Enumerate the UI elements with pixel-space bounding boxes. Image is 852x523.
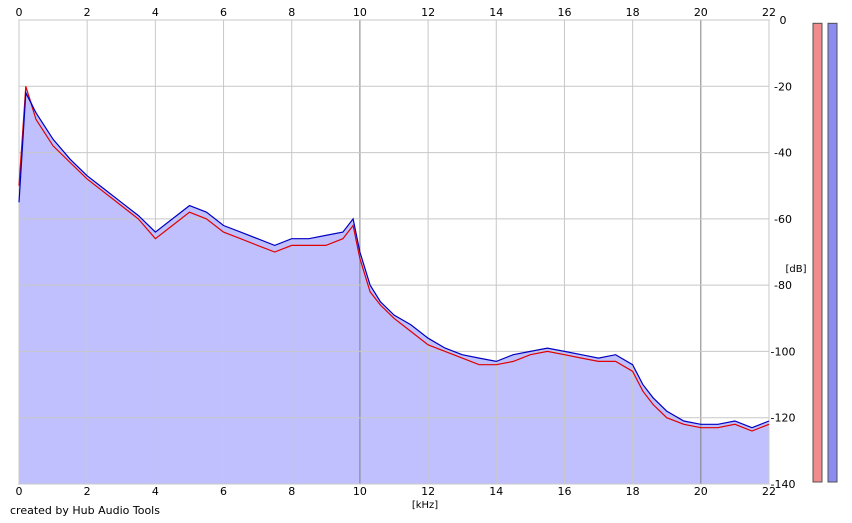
x-tick-label-top: 18 (626, 6, 640, 19)
left-level-meter (812, 22, 823, 483)
x-tick-label: 22 (762, 485, 776, 498)
left-channel-line (18, 86, 770, 432)
x-tick-label-top: 6 (220, 6, 227, 19)
x-tick-label: 14 (489, 485, 503, 498)
y-tick-label: -20 (774, 80, 792, 93)
credit-text: created by Hub Audio Tools (10, 504, 160, 517)
x-tick-label: 20 (694, 485, 708, 498)
y-tick-label: -60 (774, 213, 792, 226)
x-tick-label: 8 (288, 485, 295, 498)
x-tick-label: 12 (421, 485, 435, 498)
x-tick-label-top: 0 (16, 6, 23, 19)
right-level-meter (827, 22, 838, 483)
right-channel-line (18, 90, 770, 429)
x-tick-label: 6 (220, 485, 227, 498)
x-tick-label: 2 (84, 485, 91, 498)
x-tick-label-top: 8 (288, 6, 295, 19)
y-axis-label: [dB] (785, 264, 806, 275)
x-tick-label: 4 (152, 485, 159, 498)
x-tick-label: 10 (353, 485, 367, 498)
y-tick-label: -80 (774, 279, 792, 292)
y-tick-label: -140 (771, 478, 796, 491)
x-tick-label: 16 (557, 485, 571, 498)
x-axis-label: [kHz] (412, 500, 438, 511)
x-tick-label-top: 16 (557, 6, 571, 19)
x-tick-label-top: 10 (353, 6, 367, 19)
x-tick-label-top: 4 (152, 6, 159, 19)
x-tick-label: 0 (16, 485, 23, 498)
y-tick-label: -120 (771, 412, 796, 425)
x-tick-label-top: 22 (762, 6, 776, 19)
y-tick-label: -40 (774, 147, 792, 160)
x-tick-label-top: 12 (421, 6, 435, 19)
y-tick-label: -100 (771, 345, 796, 358)
y-tick-label: 0 (780, 14, 787, 27)
spectrum-fill (19, 86, 769, 485)
x-tick-label-top: 2 (84, 6, 91, 19)
x-tick-label: 18 (626, 485, 640, 498)
x-tick-label-top: 14 (489, 6, 503, 19)
x-tick-label-top: 20 (694, 6, 708, 19)
